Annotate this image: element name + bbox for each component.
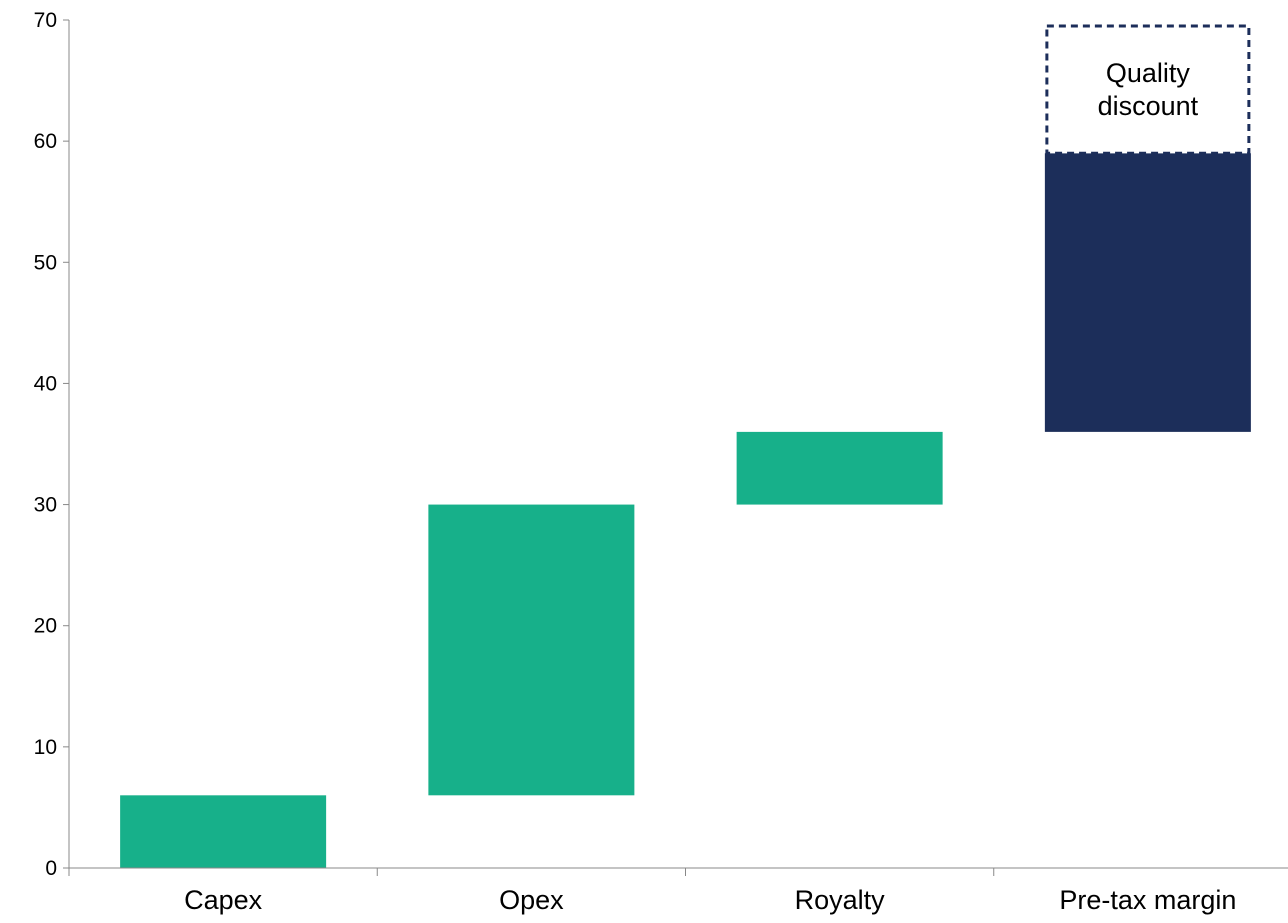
y-tick-label: 50	[34, 251, 57, 274]
quality-discount-label: Quality	[1106, 58, 1191, 88]
quality-discount-label: discount	[1098, 91, 1199, 121]
y-tick-labels: 0 10 20 30 40 50 60 70	[34, 9, 57, 880]
y-ticks	[63, 19, 69, 869]
x-category-label: Capex	[184, 885, 263, 915]
bar-capex	[120, 795, 327, 868]
y-tick-label: 70	[34, 9, 57, 32]
bars	[120, 153, 1251, 868]
x-category-label: Pre-tax margin	[1059, 885, 1236, 915]
y-tick-label: 30	[34, 494, 57, 517]
bar-royalty	[736, 431, 943, 505]
x-category-label: Opex	[499, 885, 564, 915]
y-tick-label: 0	[45, 857, 57, 880]
x-ticks	[68, 868, 995, 876]
category-labels: Capex Opex Royalty Pre-tax margin	[184, 885, 1236, 915]
bar-opex	[428, 504, 635, 796]
y-tick-label: 20	[34, 615, 57, 638]
y-tick-label: 60	[34, 130, 57, 153]
bar-pre-tax-margin	[1044, 153, 1251, 432]
y-tick-label: 10	[34, 736, 57, 759]
x-category-label: Royalty	[795, 885, 886, 915]
y-tick-label: 40	[34, 372, 57, 395]
quality-discount-box	[1045, 24, 1251, 155]
